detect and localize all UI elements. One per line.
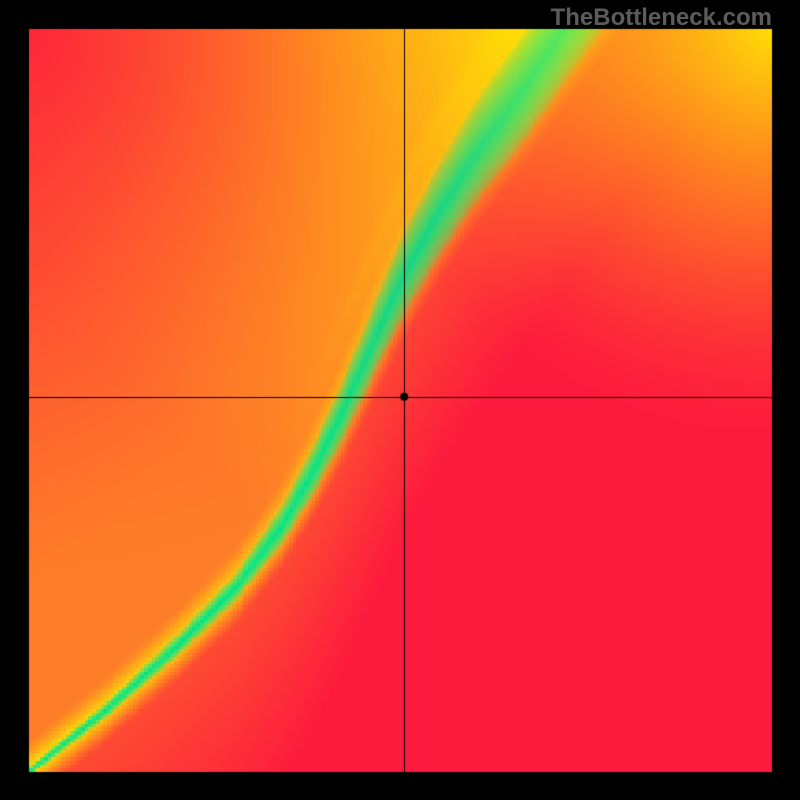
- watermark-text: TheBottleneck.com: [551, 4, 772, 32]
- bottleneck-heatmap: [0, 0, 800, 800]
